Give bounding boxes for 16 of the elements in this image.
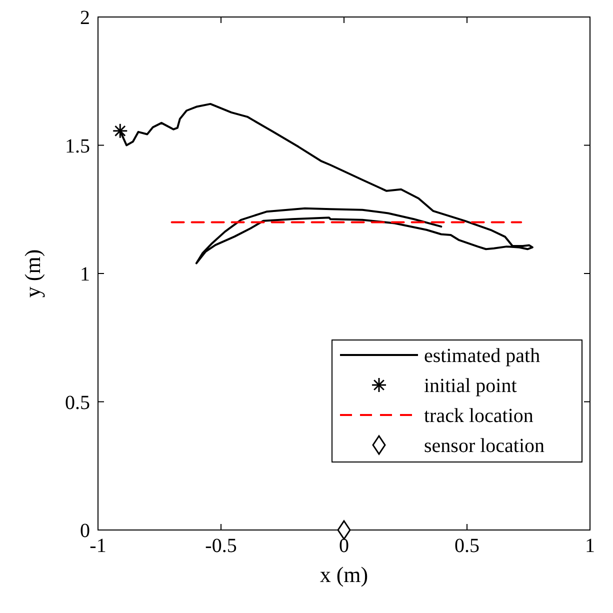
y-tick-label: 1 <box>80 264 90 286</box>
legend-label: estimated path <box>424 345 540 367</box>
x-axis-title: x (m) <box>320 562 368 587</box>
x-tick-label: 0 <box>339 535 349 557</box>
legend-label: initial point <box>424 375 518 397</box>
y-tick-label: 1.5 <box>65 135 90 158</box>
y-axis-title: y (m) <box>20 249 45 298</box>
y-tick-label: 2 <box>80 7 90 29</box>
legend-label: track location <box>424 405 534 427</box>
x-tick-label: -0.5 <box>205 535 237 557</box>
x-tick-label: 0.5 <box>454 535 480 557</box>
x-tick-label: -1 <box>90 535 106 557</box>
y-tick-label: 0.5 <box>65 392 90 414</box>
x-tick-label: 1 <box>585 535 595 557</box>
y-tick-label: 0 <box>80 520 90 542</box>
legend-label: sensor location <box>424 435 545 457</box>
